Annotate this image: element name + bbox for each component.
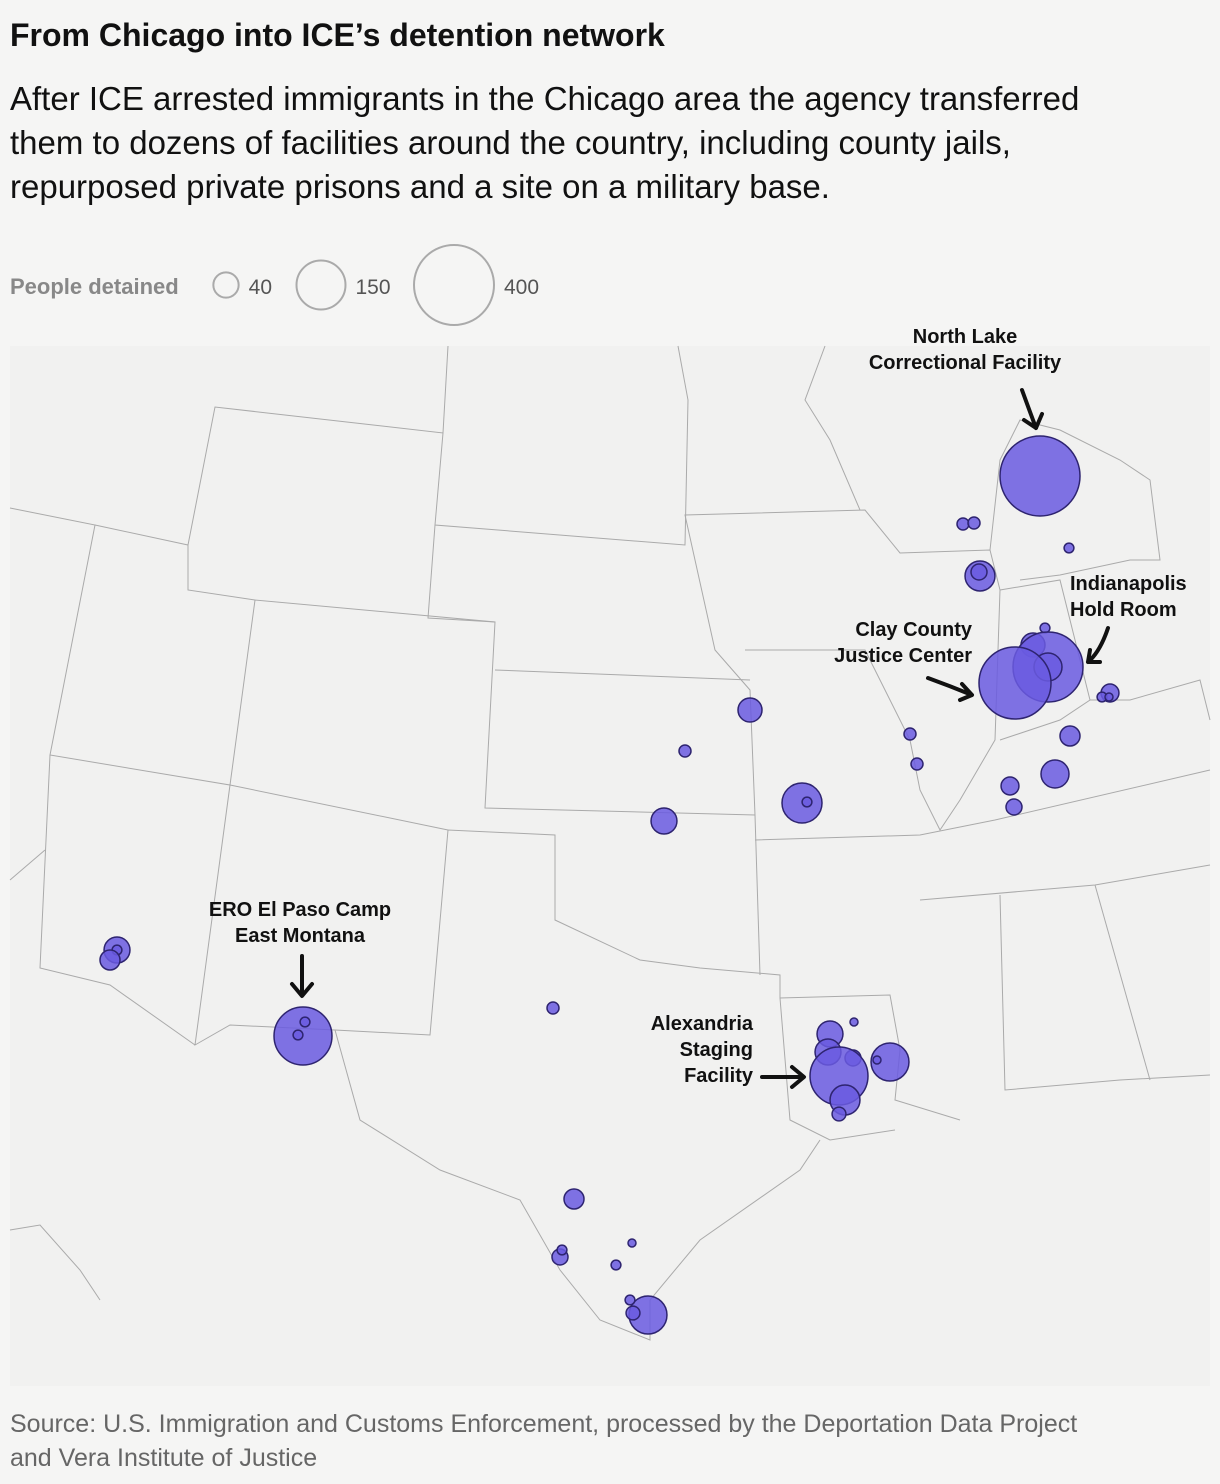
subtitle: repurposed private prisons and a site on…	[10, 168, 830, 205]
annotation-label: Correctional Facility	[869, 352, 1062, 374]
annotation-label: Hold Room	[1070, 599, 1177, 621]
annotation-arrow	[1086, 626, 1110, 664]
facility-bubble	[625, 1305, 641, 1321]
legend-label: 40	[249, 276, 272, 299]
facility-bubble	[678, 744, 692, 758]
facility-bubble	[956, 517, 970, 531]
facility-bubble	[978, 646, 1052, 720]
facility-bubble	[563, 1188, 585, 1210]
title: From Chicago into ICE’s detention networ…	[10, 17, 665, 53]
annotation-arrow	[926, 676, 974, 702]
facility-bubble	[556, 1244, 568, 1256]
facility-bubble	[801, 796, 813, 808]
annotation-label: Justice Center	[834, 645, 972, 667]
annotation-label: Alexandria	[651, 1013, 754, 1035]
facility-bubble	[849, 1017, 859, 1027]
facility-bubble	[1063, 542, 1075, 554]
facility-bubble	[831, 1106, 847, 1122]
source: and Vera Institute of Justice	[10, 1444, 317, 1472]
legend-circle	[413, 244, 495, 326]
annotation-label: North Lake	[913, 326, 1017, 348]
annotation-label: Staging	[680, 1039, 753, 1061]
facility-bubble	[970, 563, 988, 581]
annotation-label: East Montana	[235, 925, 366, 947]
legend-circle	[295, 259, 347, 311]
bubbles	[99, 435, 1120, 1335]
annotation-label: Clay County	[855, 619, 973, 641]
subtitle: After ICE arrested immigrants in the Chi…	[10, 80, 1079, 117]
annotation-label: ERO El Paso Camp	[209, 899, 391, 921]
facility-bubble	[1000, 776, 1020, 796]
annotation-arrow	[760, 1065, 806, 1089]
annotation-arrow	[290, 954, 314, 998]
state-borders	[9, 345, 1211, 1341]
facility-bubble	[546, 1001, 560, 1015]
facility-bubble	[910, 757, 924, 771]
legend-title: People detained	[10, 274, 179, 299]
facility-bubble	[872, 1055, 882, 1065]
facility-bubble	[624, 1294, 636, 1306]
facility-bubble	[870, 1042, 910, 1082]
facility-bubble	[1040, 759, 1070, 789]
facility-bubble	[1059, 725, 1081, 747]
facility-bubble	[627, 1238, 637, 1248]
map-background	[10, 346, 1210, 1386]
facility-bubble	[967, 516, 981, 530]
facility-bubble	[610, 1259, 622, 1271]
facility-bubble	[292, 1029, 304, 1041]
subtitle: them to dozens of facilities around the …	[10, 124, 1011, 161]
annotation-label: Facility	[684, 1065, 754, 1087]
legend-circle	[212, 271, 240, 299]
facility-bubble	[999, 435, 1081, 517]
legend-label: 150	[355, 276, 390, 299]
source: Source: U.S. Immigration and Customs Enf…	[10, 1410, 1077, 1438]
facility-bubble	[299, 1016, 311, 1028]
facility-bubble	[650, 807, 678, 835]
facility-bubble	[1005, 798, 1023, 816]
legend-label: 400	[504, 276, 539, 299]
annotation-arrow	[1020, 388, 1044, 430]
facility-bubble	[737, 697, 763, 723]
facility-bubble	[903, 727, 917, 741]
facility-bubble	[99, 949, 121, 971]
annotation-label: Indianapolis	[1070, 573, 1187, 595]
facility-bubble	[1104, 692, 1114, 702]
